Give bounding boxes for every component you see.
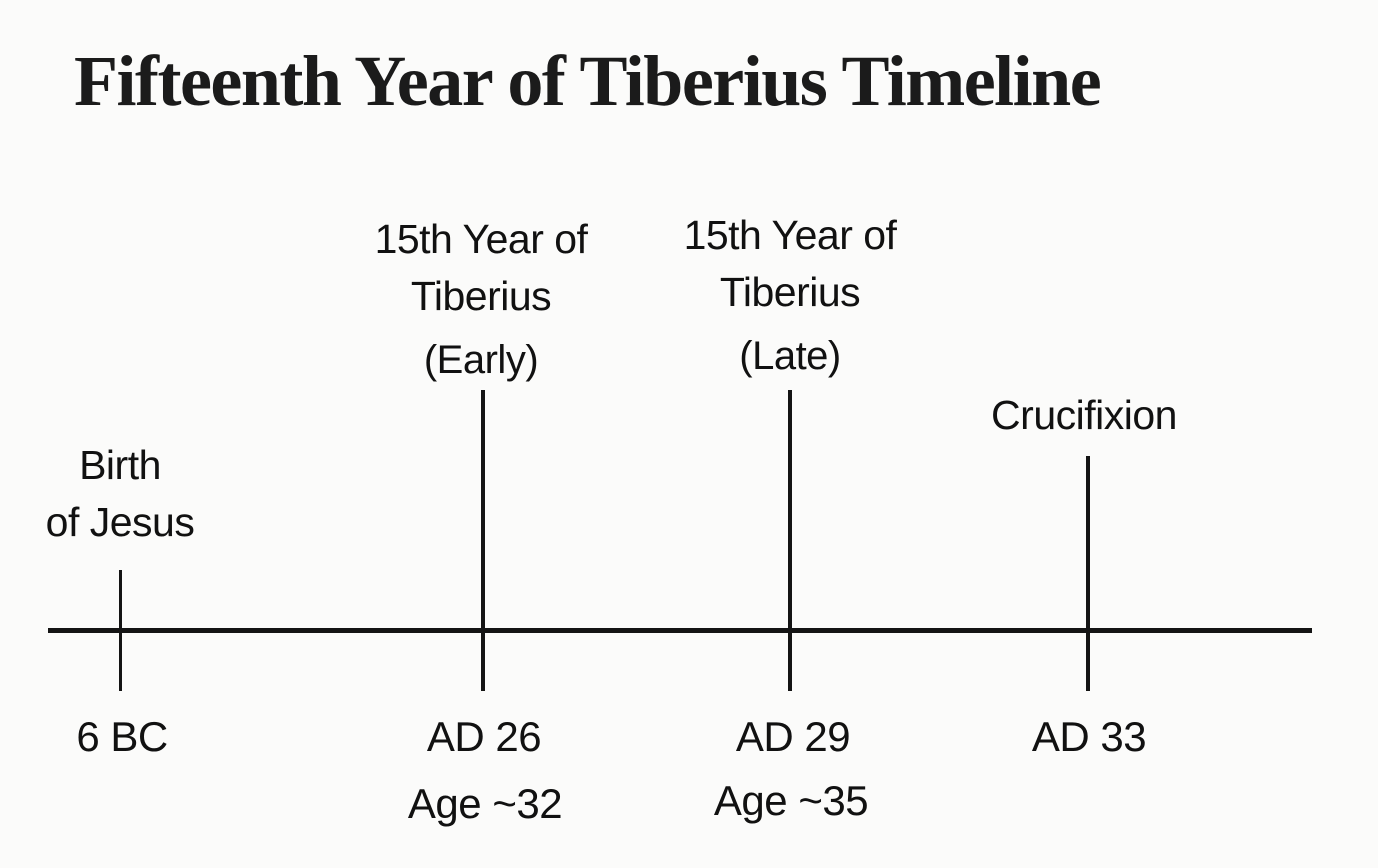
- event-tick-crucifixion: [1086, 456, 1090, 691]
- event-label-line: 15th Year of: [683, 212, 897, 258]
- timeline-axis: [48, 628, 1312, 633]
- age-label-ad29: Age ~35: [713, 777, 869, 824]
- year-label-ad33: AD 33: [1031, 713, 1147, 760]
- event-tick-tiberius-early: [481, 390, 485, 691]
- event-label-line: Birth: [79, 442, 161, 488]
- event-qualifier-late: (Late): [739, 334, 841, 378]
- event-qualifier-early: (Early): [423, 338, 539, 382]
- event-label-line: of Jesus: [45, 499, 195, 545]
- event-label-tiberius-early: 15th Year of Tiberius (Early): [375, 211, 588, 389]
- event-label-line: Tiberius: [719, 269, 861, 315]
- event-tick-tiberius-late: [788, 390, 792, 691]
- year-label-ad26: AD 26: [426, 713, 542, 760]
- age-label-ad26: Age ~32: [407, 780, 563, 827]
- year-label-ad29: AD 29: [735, 713, 851, 760]
- event-label-birth-of-jesus: Birth of Jesus: [46, 437, 195, 551]
- event-label-crucifixion: Crucifixion: [991, 387, 1177, 444]
- page-title: Fifteenth Year of Tiberius Timeline: [74, 41, 1102, 121]
- event-label-line: Tiberius: [410, 273, 552, 319]
- year-label-6bc: 6 BC: [76, 713, 168, 760]
- event-label-line: Crucifixion: [991, 392, 1177, 438]
- event-label-line: 15th Year of: [374, 216, 588, 262]
- event-label-tiberius-late: 15th Year of Tiberius (Late): [684, 207, 897, 385]
